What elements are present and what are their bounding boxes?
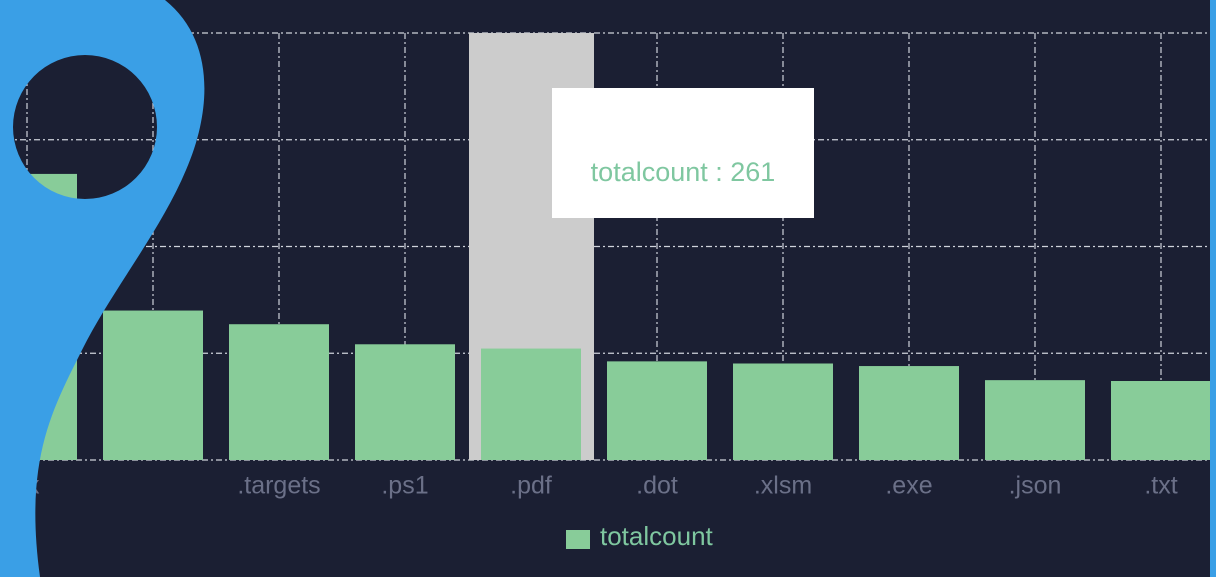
decor-edge (1210, 0, 1216, 577)
bar (985, 380, 1085, 460)
x-tick-label: .xlsm (754, 472, 812, 500)
x-tick-label: .ps1 (381, 472, 428, 500)
bar (481, 349, 581, 460)
x-tick-label: .targets (237, 472, 320, 500)
page: {"chart_data": {"type": "bar", "categori… (0, 0, 1216, 577)
x-tick-label: .pdf (510, 472, 552, 500)
bar (607, 361, 707, 460)
legend-label[interactable]: totalcount (600, 521, 714, 551)
bar (733, 363, 833, 460)
x-tick-label: .exe (885, 472, 932, 500)
tooltip-text: totalcount : 261 (591, 157, 776, 187)
bar (1111, 381, 1211, 460)
x-tick-label: .dot (636, 472, 678, 500)
bar (355, 344, 455, 460)
chart: sx.targets.ps1.pdf.dot.xlsm.exe.json.txt… (0, 0, 1216, 577)
bar (229, 324, 329, 460)
legend-swatch (566, 530, 590, 549)
bar (103, 311, 203, 460)
bar (859, 366, 959, 460)
x-tick-label: .txt (1144, 472, 1177, 500)
x-tick-label: .json (1009, 472, 1062, 500)
tooltip-box (552, 88, 814, 218)
